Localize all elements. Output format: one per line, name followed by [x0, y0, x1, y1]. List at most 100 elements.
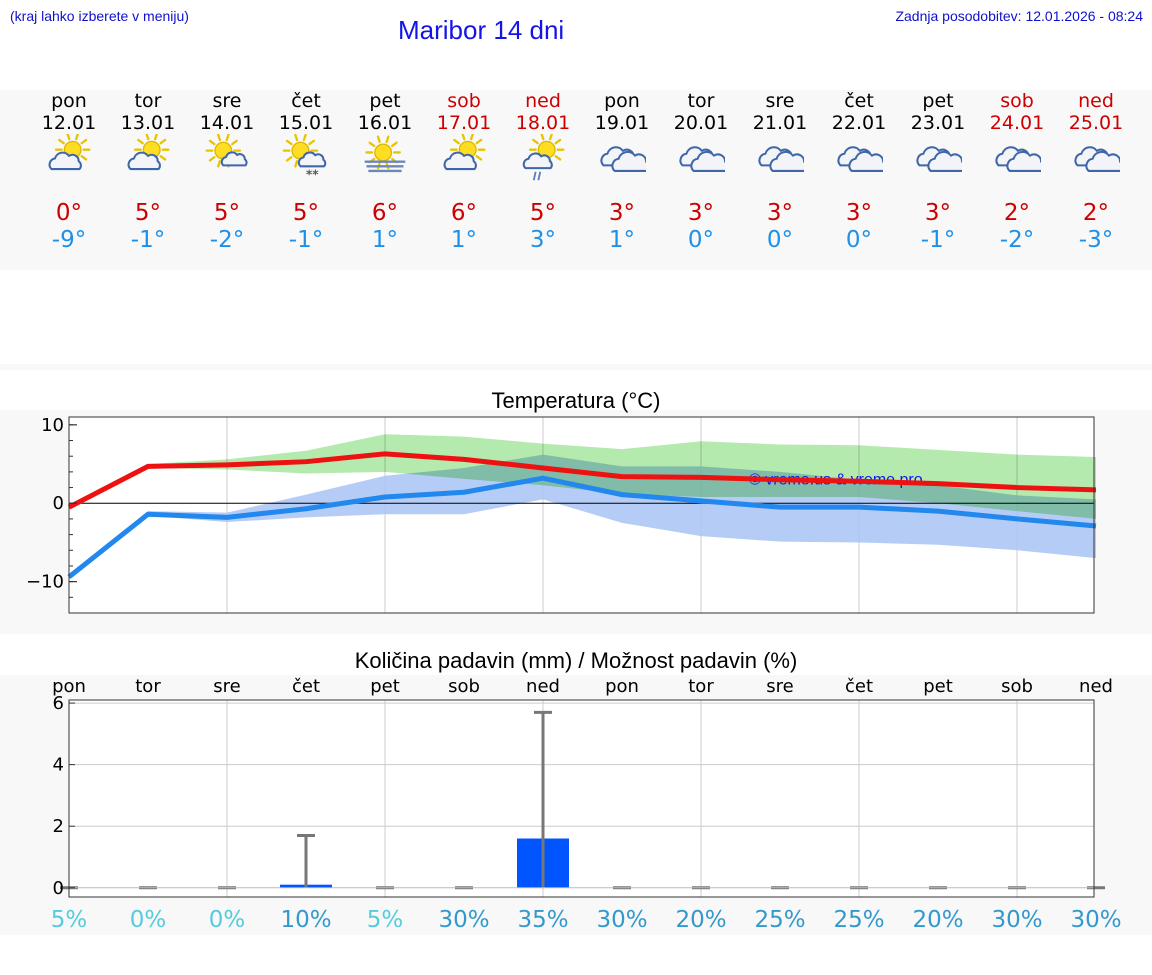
prec-probability-label: 25% — [754, 907, 805, 933]
max-temperature: 6° — [371, 200, 399, 226]
day-column: tor 20.01 3° 0° — [661, 90, 741, 270]
day-column: ned 18.01 5° 3° — [503, 90, 583, 270]
sun-cloud-icon — [443, 134, 486, 171]
day-date: 15.01 — [278, 112, 334, 134]
day-date: 16.01 — [357, 112, 413, 134]
day-name: sob — [447, 90, 481, 112]
min-temp-line — [67, 475, 1097, 579]
prec-probability-label: 35% — [517, 907, 568, 933]
prec-category-label: čet — [292, 676, 320, 697]
day-date: 17.01 — [436, 112, 492, 134]
min-temperature: -9° — [51, 227, 87, 253]
prec-category-label: pon — [605, 676, 639, 697]
day-name: pon — [604, 90, 640, 112]
prec-category-label: sre — [213, 676, 240, 697]
precipitation-chart: pon tor sre čet pet sob ned pon tor sre čet pet sob n… — [51, 676, 1122, 933]
max-temperature: 3° — [845, 200, 873, 226]
cloudy-icon — [600, 146, 646, 172]
max-temperature: 0° — [55, 200, 83, 226]
prec-probability-label: 0% — [209, 907, 246, 933]
day-name: ned — [1078, 90, 1114, 112]
day-column: pon 19.01 3° 1° — [582, 90, 662, 270]
prec-frame — [68, 699, 1095, 898]
day-name: pon — [51, 90, 87, 112]
cloudy-icon — [758, 146, 804, 172]
day-name: čet — [844, 90, 874, 112]
min-temperature: 0° — [845, 227, 873, 253]
prec-category-label: tor — [135, 676, 161, 697]
max-temperature: 5° — [213, 200, 241, 226]
prec-category-label: sob — [1001, 676, 1033, 697]
day-date: 23.01 — [910, 112, 966, 134]
prec-tick-label: 2 — [53, 816, 64, 837]
day-date: 18.01 — [515, 112, 571, 134]
min-temperature: -3° — [1078, 227, 1114, 253]
max-temperature: 2° — [1003, 200, 1031, 226]
day-date: 12.01 — [41, 112, 97, 134]
prec-category-label: pon — [52, 676, 86, 697]
day-date: 24.01 — [989, 112, 1045, 134]
prec-probability-label: 30% — [1070, 907, 1121, 933]
day-name: sre — [212, 90, 242, 112]
day-name: čet — [291, 90, 321, 112]
min-temperature: 3° — [529, 227, 557, 253]
day-date: 19.01 — [594, 112, 650, 134]
prec-probability-label: 5% — [367, 907, 404, 933]
day-column: sre 14.01 5° -2° — [187, 90, 267, 270]
day-date: 25.01 — [1068, 112, 1124, 134]
prec-tick-label: 0 — [53, 878, 64, 899]
max-temperature: 2° — [1082, 200, 1110, 226]
prec-probability-label: 10% — [280, 907, 331, 933]
max-temperature: 3° — [608, 200, 636, 226]
temp-frame — [68, 416, 1095, 614]
cloudy-icon — [995, 146, 1041, 172]
prec-tick-label: 6 — [53, 693, 64, 714]
cloudy-icon — [837, 146, 883, 172]
prec-category-label: čet — [845, 676, 873, 697]
day-name: tor — [687, 90, 715, 112]
prec-category-label: pet — [370, 676, 400, 697]
prec-tick-label: 4 — [53, 755, 64, 776]
max-temp-line — [67, 451, 1097, 510]
min-temperature: -1° — [288, 227, 324, 253]
min-temperature: 0° — [766, 227, 794, 253]
prec-category-label: sob — [448, 676, 480, 697]
temperature-chart-title: Temperatura (°C) — [491, 388, 661, 413]
sun-cloud-rain-icon — [522, 134, 565, 181]
page-title: Maribor 14 dni — [398, 15, 565, 45]
prec-probability-label: 30% — [438, 907, 489, 933]
max-temperature: 3° — [766, 200, 794, 226]
sun-small-cloud-icon — [205, 134, 248, 168]
day-date: 14.01 — [199, 112, 255, 134]
min-temperature: -1° — [130, 227, 166, 253]
min-temperature: -1° — [920, 227, 956, 253]
day-name: tor — [134, 90, 162, 112]
sun-cloud-icon — [48, 134, 91, 171]
min-temperature: -2° — [999, 227, 1035, 253]
max-temperature: 5° — [292, 200, 320, 226]
prec-probability-label: 20% — [675, 907, 726, 933]
prec-category-label: ned — [1079, 676, 1113, 697]
prec-probability-label: 30% — [991, 907, 1042, 933]
svg-text:**: ** — [306, 167, 319, 181]
prec-plot-area — [69, 700, 1094, 897]
temp-tick-label: −10 — [26, 572, 64, 593]
max-temperature: 6° — [450, 200, 478, 226]
min-temperature: -2° — [209, 227, 245, 253]
day-column: pet 23.01 3° -1° — [898, 90, 978, 270]
sun-fog-icon — [364, 135, 406, 173]
day-column: sob 17.01 6° 1° — [424, 90, 504, 270]
min-temperature: 1° — [450, 227, 478, 253]
last-updated: Zadnja posodobitev: 12.01.2026 - 08:24 — [895, 8, 1143, 24]
day-column: ned 25.01 2° -3° — [1056, 90, 1136, 270]
prec-category-label: ned — [526, 676, 560, 697]
day-date: 22.01 — [831, 112, 887, 134]
day-name: pet — [369, 90, 401, 112]
day-name: sre — [765, 90, 795, 112]
day-column: sob 24.01 2° -2° — [977, 90, 1057, 270]
day-column: čet 22.01 3° 0° — [819, 90, 899, 270]
prec-probability-label: 30% — [596, 907, 647, 933]
min-temperature: 1° — [371, 227, 399, 253]
day-column: tor 13.01 5° -1° — [108, 90, 188, 270]
cloudy-icon — [679, 146, 725, 172]
